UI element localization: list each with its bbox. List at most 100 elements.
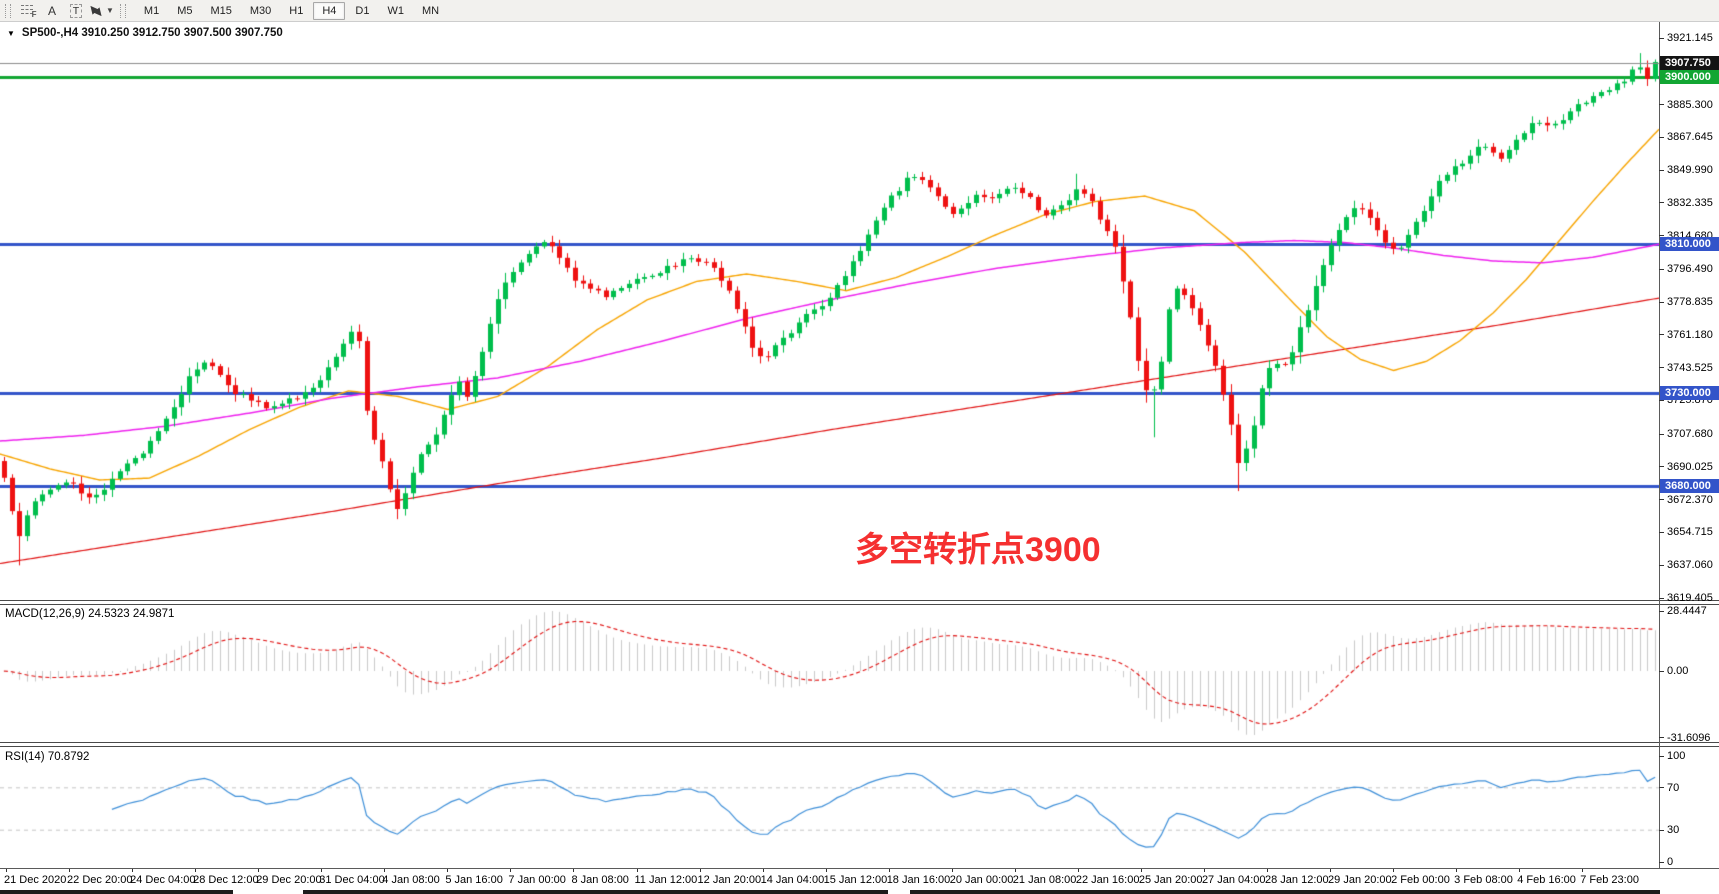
- time-axis-label: 21 Jan 08:00: [1012, 874, 1077, 886]
- tick-mark: [1659, 367, 1664, 369]
- timeframe-button-m30[interactable]: M30: [249, 4, 272, 17]
- tick-mark: [1659, 136, 1664, 138]
- macd-indicator-label: MACD(12,26,9) 24.5323 24.9871: [5, 608, 175, 620]
- price-tick-label: 3761.180: [1659, 329, 1713, 341]
- tick-mark: [1659, 104, 1664, 106]
- time-tick-mark: [1014, 869, 1016, 872]
- tick-text: 3761.180: [1667, 328, 1713, 341]
- price-badge-3900.000: 3900.000: [1660, 70, 1719, 85]
- price-tick-label: 3672.370: [1659, 494, 1713, 506]
- fibonacci-tool-button[interactable]: F: [17, 1, 39, 21]
- tick-mark: [1659, 202, 1664, 204]
- panel-separator-main-macd[interactable]: [0, 600, 1719, 605]
- timeframe-button-m5[interactable]: M5: [177, 4, 193, 17]
- time-tick-mark: [69, 869, 71, 872]
- timeframe-button-w1[interactable]: W1: [387, 4, 404, 17]
- time-axis-label: 5 Jan 16:00: [445, 874, 503, 886]
- time-axis-label: 3 Feb 08:00: [1454, 874, 1513, 886]
- tick-text: 3849.990: [1667, 164, 1713, 177]
- tick-text: 3743.525: [1667, 361, 1713, 374]
- time-axis-label: 29 Dec 20:00: [256, 874, 322, 886]
- time-axis-label: 22 Dec 20:00: [67, 874, 133, 886]
- tick-mark: [1659, 399, 1664, 401]
- time-tick-mark: [1519, 869, 1521, 872]
- timeframe-button-d1[interactable]: D1: [355, 4, 370, 17]
- taskbar-edge-segment: [303, 890, 888, 894]
- rsi-tick-label: 70: [1659, 782, 1679, 794]
- fibonacci-icon-letter: F: [31, 10, 37, 19]
- tick-text: 0: [1667, 856, 1674, 868]
- time-tick-mark: [573, 869, 575, 872]
- time-tick-mark: [1582, 869, 1584, 872]
- rsi-panel-canvas[interactable]: [0, 747, 1659, 868]
- price-tick-label: 3921.145: [1659, 32, 1713, 44]
- time-axis-label: 21 Dec 2020: [4, 874, 67, 886]
- tick-mark: [1659, 433, 1664, 435]
- main-chart-canvas[interactable]: [0, 22, 1659, 600]
- time-tick-mark: [951, 869, 953, 872]
- tick-text: 3690.025: [1667, 460, 1713, 473]
- price-tick-label: 3637.060: [1659, 559, 1713, 571]
- tick-mark: [1659, 787, 1664, 789]
- taskbar-edge-segment: [910, 890, 1660, 894]
- timeframe-button-group: M1 M5 M15 M30 H1 H4 D1 W1 MN: [135, 1, 448, 20]
- time-tick-mark: [258, 869, 260, 872]
- tick-text: 3832.335: [1667, 196, 1713, 209]
- time-tick-mark: [762, 869, 764, 872]
- text-label-tool-button[interactable]: A: [41, 1, 63, 21]
- macd-panel-canvas[interactable]: [0, 605, 1659, 742]
- time-axis-label: 14 Jan 04:00: [760, 874, 825, 886]
- tick-mark: [1659, 829, 1664, 831]
- taskbar-edge-segment: [0, 890, 233, 894]
- text-tool-button[interactable]: T: [65, 1, 87, 21]
- chart-title: SP500-,H4 3910.250 3912.750 3907.500 390…: [21, 27, 283, 39]
- time-tick-mark: [1140, 869, 1142, 872]
- time-tick-mark: [699, 869, 701, 872]
- timeframe-button-m15[interactable]: M15: [210, 4, 232, 17]
- price-tick-label: 3867.645: [1659, 131, 1713, 143]
- price-tick-label: 3885.300: [1659, 99, 1713, 111]
- chevron-down-icon[interactable]: ▼: [106, 6, 114, 15]
- fibonacci-icon: F: [20, 4, 37, 19]
- time-axis-label: 8 Jan 08:00: [571, 874, 629, 886]
- chart-expand-icon[interactable]: ▼: [7, 28, 15, 38]
- rsi-tick-label: 0: [1659, 856, 1673, 868]
- time-axis-label: 20 Jan 00:00: [949, 874, 1014, 886]
- tick-text: 3885.300: [1667, 98, 1713, 111]
- time-axis-label: 2 Feb 00:00: [1391, 874, 1450, 886]
- price-tick-label: 3849.990: [1659, 164, 1713, 176]
- chart-title-row: ▼ SP500-,H4 3910.250 3912.750 3907.500 3…: [7, 27, 283, 39]
- timeframe-button-h4[interactable]: H4: [313, 1, 346, 20]
- price-badge-3730.000: 3730.000: [1660, 385, 1719, 400]
- time-axis-label: 12 Jan 20:00: [697, 874, 762, 886]
- chart-text-annotation: 多空转折点3900: [855, 531, 1101, 569]
- price-tick-label: 3832.335: [1659, 197, 1713, 209]
- time-tick-mark: [825, 869, 827, 872]
- timeframe-button-mn[interactable]: MN: [421, 4, 440, 17]
- time-axis-label: 18 Jan 16:00: [886, 874, 951, 886]
- tick-mark: [1659, 861, 1664, 863]
- toolbar-separator-handle: [119, 3, 126, 18]
- time-axis-label: 24 Dec 04:00: [130, 874, 196, 886]
- arrows-tool-button[interactable]: ▼: [87, 1, 114, 21]
- time-axis-label: 7 Jan 00:00: [508, 874, 566, 886]
- time-tick-mark: [384, 869, 386, 872]
- price-tick-label: 3707.680: [1659, 428, 1713, 440]
- tick-text: 3637.060: [1667, 559, 1713, 572]
- time-tick-mark: [888, 869, 890, 872]
- toolbar-drag-handle[interactable]: [5, 3, 11, 18]
- macd-tick-label: -31.6096: [1659, 732, 1710, 744]
- panel-separator-macd-rsi[interactable]: [0, 742, 1719, 747]
- tick-text: 3672.370: [1667, 493, 1713, 506]
- tick-text: 3654.715: [1667, 526, 1713, 539]
- timeframe-button-m1[interactable]: M1: [143, 4, 160, 17]
- tick-mark: [1659, 301, 1664, 303]
- tick-mark: [1659, 610, 1664, 612]
- time-axis-label: 27 Jan 04:00: [1201, 874, 1266, 886]
- timeframe-button-h1[interactable]: H1: [289, 4, 304, 17]
- time-tick-mark: [447, 869, 449, 872]
- time-axis-label: 15 Jan 12:00: [823, 874, 888, 886]
- time-axis-label: 11 Jan 12:00: [634, 874, 698, 886]
- time-tick-mark: [1330, 869, 1332, 872]
